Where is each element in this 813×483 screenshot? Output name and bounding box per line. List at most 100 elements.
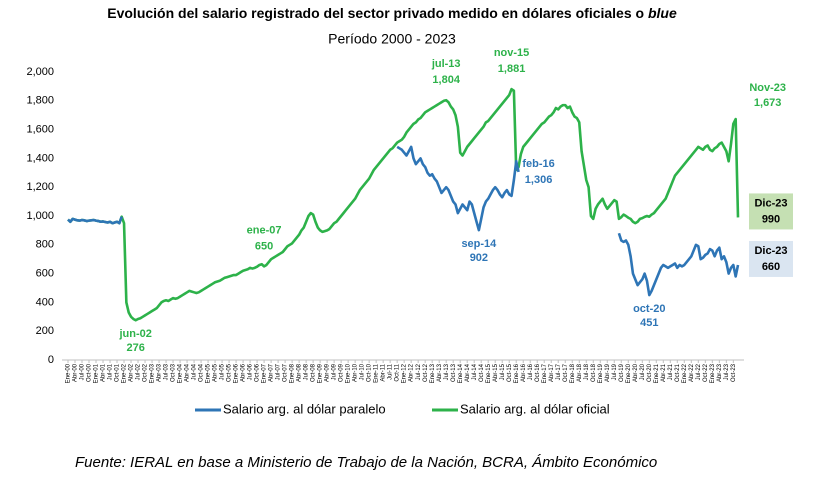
x-tick-label: Abr-01 [101,363,107,382]
x-tick-label: Oct-21 [675,363,681,382]
x-tick-label: Oct-19 [619,363,625,382]
x-tick-label: Ene-11 [374,363,380,383]
annotation-value: 902 [470,252,488,264]
x-tick-label: Jul-19 [612,363,618,380]
x-tick-label: Jul-16 [528,363,534,380]
x-tick-label: Jul-10 [360,363,366,380]
annotation-label: sep-14 [461,238,497,250]
x-tick-label: Oct-11 [395,363,401,381]
annotation-value: 1,673 [754,97,782,109]
x-tick-label: Ene-15 [486,363,492,383]
x-tick-label: Ene-14 [458,363,464,383]
x-tick-label: Jul-04 [192,363,198,380]
x-tick-label: Ene-21 [654,363,660,383]
y-tick-label: 1,600 [26,124,54,136]
legend-item: Salario arg. al dólar paralelo [195,401,386,416]
x-tick-label: Jul-20 [640,363,646,380]
x-tick-label: Ene-07 [262,363,268,383]
y-tick-label: 1,000 [26,210,54,222]
x-tick-label: Ene-18 [570,363,576,383]
annotation-label: Dic-23 [754,197,787,209]
x-tick-label: Abr-13 [437,363,443,382]
annotation-label: jun-02 [118,328,151,340]
x-tick-label: Oct-13 [451,363,457,382]
x-tick-label: Oct-02 [143,363,149,382]
x-tick-label: Jul-02 [136,363,142,380]
x-tick-label: Jul-09 [332,363,338,380]
x-tick-label: Abr-10 [353,363,359,382]
annotation-label: ene-07 [247,224,282,236]
annotation-value: 650 [255,240,273,252]
x-tick-label: Abr-17 [549,363,555,382]
x-tick-label: Jul-13 [444,363,450,380]
annotation-label: nov-15 [494,47,529,59]
title-main: Evolución del salario registrado del sec… [107,5,644,21]
x-tick-label: Oct-15 [507,363,513,382]
x-tick-label: Ene-00 [66,363,72,383]
x-tick-label: Ene-13 [430,363,436,383]
x-tick-label: Ene-01 [94,363,100,383]
x-tick-label: Ene-10 [346,363,352,383]
x-tick-label: Oct-18 [591,363,597,382]
x-tick-label: Oct-07 [283,363,289,382]
x-tick-label: Oct-09 [339,363,345,382]
x-tick-label: Jul-01 [108,363,114,380]
x-tick-label: Ene-09 [318,363,324,383]
x-tick-label: Jul-06 [248,363,254,380]
x-tick-label: Ene-20 [626,363,632,383]
x-tick-label: Jul-15 [500,363,506,380]
x-tick-label: Abr-20 [633,363,639,382]
x-tick-label: Abr-04 [185,363,191,382]
annotation-value: 1,881 [498,63,526,75]
y-tick-label: 400 [36,296,54,308]
y-tick-label: 1,800 [26,95,54,107]
x-tick-label: Jul-08 [304,363,310,380]
x-tick-label: Abr-03 [157,363,163,382]
title-emphasis: blue [648,5,677,21]
annotation-label: feb-16 [522,158,554,170]
x-tick-label: Oct-17 [563,363,569,382]
x-tick-label: Jul-22 [696,363,702,380]
y-tick-label: 2,000 [26,66,54,78]
x-tick-label: Oct-05 [227,363,233,382]
x-tick-label: Ene-02 [122,363,128,383]
x-tick-label: Ene-16 [514,363,520,383]
y-tick-label: 600 [36,268,54,280]
annotation-label: Dic-23 [754,245,787,257]
x-tick-label: Oct-20 [647,363,653,382]
x-tick-label: Abr-22 [689,363,695,382]
chart-subtitle: Período 2000 - 2023 [328,31,456,47]
x-tick-label: Abr-15 [493,363,499,382]
x-tick-label: Abr-18 [577,363,583,382]
x-tick-label: Ene-05 [206,363,212,383]
x-tick-label: Jul-07 [276,363,282,380]
x-tick-label: Ene-19 [598,363,604,383]
annotation-value: 1,306 [525,174,553,186]
x-tick-label: Abr-23 [717,363,723,382]
x-tick-label: Abr-05 [213,363,219,382]
annotation-value: 451 [640,317,658,329]
value-box [749,193,793,230]
annotation-value: 1,804 [432,74,460,86]
x-tick-label: Ene-23 [710,363,716,383]
x-tick-label: Jul-17 [556,363,562,380]
x-tick-label: Oct-16 [535,363,541,382]
annotation-label: jul-13 [431,58,461,70]
x-tick-label: Oct-14 [479,363,485,382]
annotation-label: Nov-23 [749,82,786,94]
annotation-value: 276 [127,342,145,354]
legend-item: Salario arg. al dólar oficial [432,401,610,416]
x-tick-label: Jul-12 [416,363,422,380]
x-tick-label: Ene-17 [542,363,548,383]
x-tick-label: Abr-09 [325,363,331,382]
legend-label: Salario arg. al dólar oficial [460,401,610,416]
annotation-label: oct-20 [633,303,665,315]
series-line [67,145,740,297]
x-tick-label: Abr-02 [129,363,135,382]
x-tick-label: Ene-08 [290,363,296,383]
x-tick-label: Oct-04 [199,363,205,382]
annotation-value: 990 [762,213,780,225]
x-tick-label: Jul-14 [472,363,478,380]
x-tick-label: Oct-23 [731,363,737,382]
x-tick-label: Oct-01 [115,363,121,382]
